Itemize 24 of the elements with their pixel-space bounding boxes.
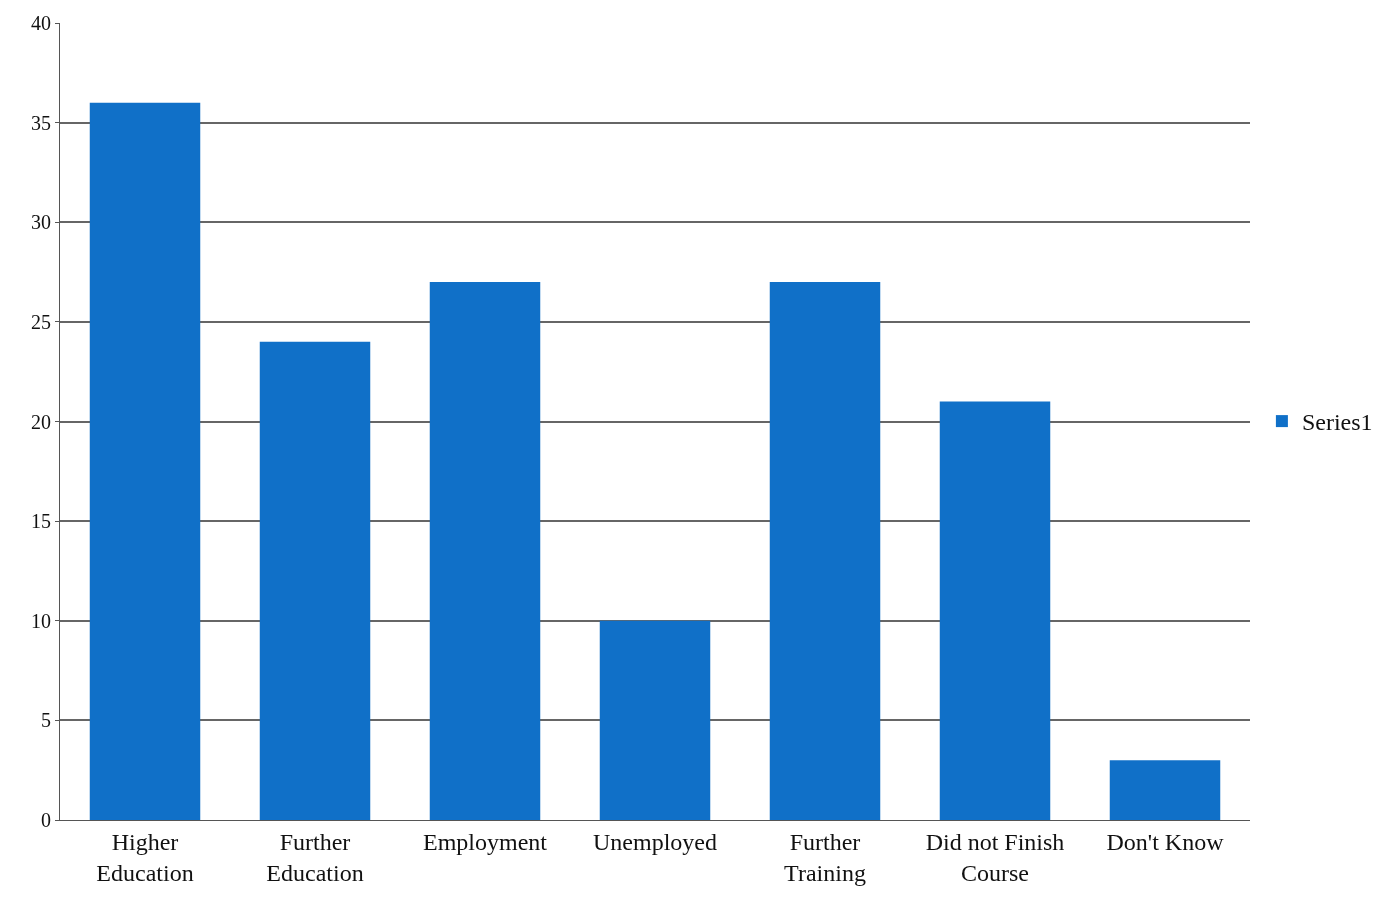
y-tick-label: 5	[41, 709, 51, 732]
x-tick-label: Don't Know	[1106, 828, 1225, 855]
x-tick-label: Further Education	[266, 828, 364, 886]
y-tick-label: 40	[31, 12, 51, 34]
y-tick-label: 15	[31, 510, 51, 533]
bar	[259, 341, 371, 820]
y-tick-label: 20	[31, 410, 51, 433]
x-tick-label: Further Training	[784, 828, 866, 886]
x-tick-label: Employment	[423, 828, 548, 855]
legend-label: Series1	[1301, 409, 1373, 436]
y-tick-label: 0	[41, 809, 51, 831]
y-tick-label: 10	[31, 609, 51, 632]
y-tick-label: 35	[31, 111, 51, 134]
x-tick-label: Did not Finish Course	[925, 828, 1065, 886]
bar	[89, 102, 201, 820]
bar	[1109, 760, 1221, 820]
y-tick-label: 30	[31, 211, 51, 234]
x-tick-label: Unemployed	[593, 828, 717, 855]
bar	[429, 282, 541, 820]
bar	[939, 401, 1051, 820]
y-tick-label: 25	[31, 310, 51, 333]
bar	[769, 282, 881, 820]
bar	[599, 620, 711, 820]
x-tick-label: Higher Education	[96, 828, 194, 886]
